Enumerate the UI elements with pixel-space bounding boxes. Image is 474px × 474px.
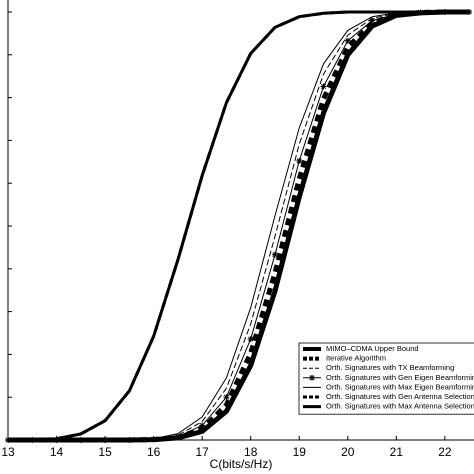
marker-stroke bbox=[309, 375, 315, 381]
legend-label: Iterative Algorithm bbox=[326, 354, 386, 363]
marker-stroke bbox=[223, 394, 229, 400]
marker-stroke bbox=[296, 158, 302, 164]
x-tick-label: 20 bbox=[341, 445, 355, 459]
legend-label: Orth. Signatures with Max Antenna Select… bbox=[326, 402, 474, 411]
legend-label: Orth. Signatures with Max Eigen Beamform… bbox=[326, 382, 474, 391]
marker bbox=[344, 37, 351, 44]
marker-stroke bbox=[272, 252, 278, 258]
legend-label: MIMO–CDMA Upper Bound bbox=[326, 344, 419, 353]
marker bbox=[320, 83, 327, 90]
legend-label: Orth. Signatures with Gen Eigen Beamform… bbox=[326, 373, 474, 382]
x-tick-label: 13 bbox=[1, 445, 15, 459]
legend-box bbox=[298, 342, 474, 415]
series-line bbox=[7, 10, 470, 442]
x-tick-label: 14 bbox=[50, 445, 64, 459]
legend-marker bbox=[309, 374, 315, 381]
series-line bbox=[8, 11, 470, 441]
legend-label: Orth. Signatures with Gen Antenna Select… bbox=[326, 392, 474, 401]
marker-stroke bbox=[248, 336, 254, 342]
marker-stroke bbox=[369, 18, 375, 24]
marker bbox=[174, 433, 181, 440]
x-tick-label: 22 bbox=[438, 445, 452, 459]
marker-stroke bbox=[345, 38, 351, 44]
marker bbox=[247, 335, 254, 342]
x-axis-label: C(bits/s/Hz) bbox=[210, 457, 273, 471]
x-tick-label: 16 bbox=[147, 445, 161, 459]
x-tick-label: 19 bbox=[293, 445, 307, 459]
marker bbox=[369, 17, 376, 24]
marker bbox=[296, 157, 303, 164]
x-tick-label: 15 bbox=[98, 445, 112, 459]
marker bbox=[223, 394, 230, 401]
x-tick-label: 17 bbox=[195, 445, 209, 459]
marker-stroke bbox=[199, 422, 205, 429]
x-tick-label: 18 bbox=[244, 445, 258, 459]
marker-stroke bbox=[320, 83, 327, 90]
x-tick-label: 21 bbox=[390, 445, 404, 459]
marker-stroke bbox=[175, 434, 181, 440]
legend-label: Orth. Signatures with TX Beamforming bbox=[326, 363, 454, 372]
marker bbox=[199, 422, 206, 429]
marker bbox=[271, 251, 278, 258]
